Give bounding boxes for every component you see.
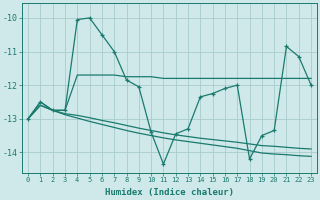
X-axis label: Humidex (Indice chaleur): Humidex (Indice chaleur) — [105, 188, 234, 197]
